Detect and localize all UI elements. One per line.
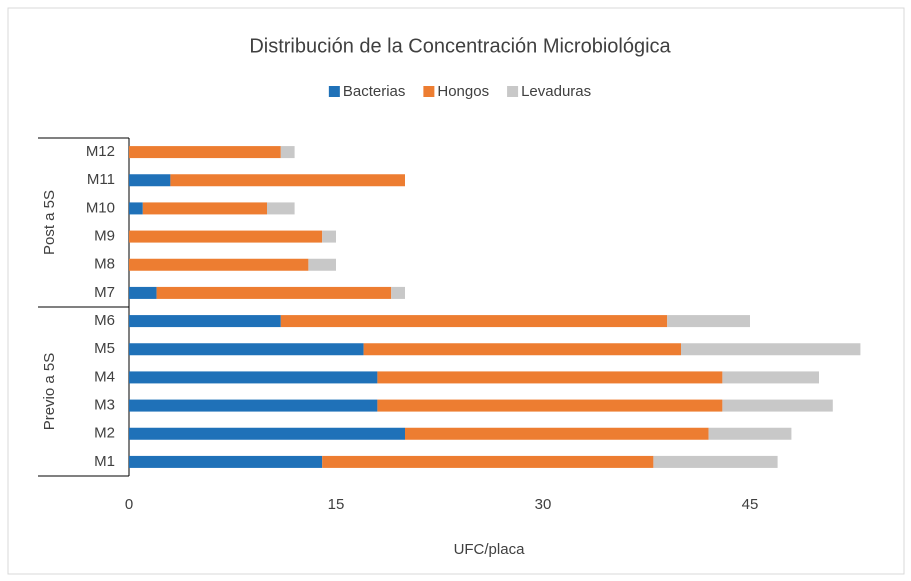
legend-swatch [507,86,519,97]
bar-segment [377,371,723,384]
bar-segment [156,286,392,299]
bar-segment [667,315,750,328]
bar-segment [322,455,654,468]
y-tick-label: M6 [94,312,115,329]
bar-segment [129,146,281,159]
bar-segment [280,146,295,159]
x-tick-label: 30 [535,496,552,513]
x-tick-label: 0 [125,496,133,513]
bar-segment [129,258,309,271]
y-tick-label: M8 [94,256,115,273]
group-label: Previo a 5S [41,353,58,431]
y-tick-label: M12 [86,143,115,160]
bar-segment [681,343,861,356]
legend-label: Hongos [437,83,489,100]
bar-segment [708,427,792,440]
bar-segment [377,399,723,412]
legend-label: Levaduras [521,83,591,100]
bar-segment [129,455,323,468]
x-axis-title: UFC/placa [454,541,526,558]
y-tick-label: M9 [94,228,115,245]
y-tick-label: M1 [94,453,115,470]
legend-swatch [328,86,340,97]
bar-segment [722,371,819,384]
y-tick-label: M7 [94,284,115,301]
bar-segment [170,174,405,187]
bar-segment [129,230,323,243]
bar-segment [129,343,364,356]
y-tick-label: M10 [86,199,115,216]
bar-segment [722,399,833,412]
y-tick-label: M11 [87,171,115,188]
bar-segment [322,230,336,243]
legend-swatch [423,86,435,97]
bar-segment [142,202,267,215]
bar-segment [129,427,405,440]
bar-segment [280,315,668,328]
chart-title: Distribución de la Concentración Microbi… [249,35,671,57]
bar-segment [129,371,378,384]
group-label: Post a 5S [41,190,58,255]
bar-segment [653,455,778,468]
bar-segment [267,202,295,215]
y-tick-label: M5 [94,340,115,357]
y-tick-label: M3 [94,397,115,414]
x-tick-label: 45 [742,496,759,513]
bar-segment [129,202,143,215]
y-tick-label: M4 [94,368,115,385]
bar-segment [129,399,378,412]
bar-segment [405,427,709,440]
bar-segment [129,315,281,328]
x-tick-label: 15 [328,496,345,513]
bar-segment [391,286,405,299]
bar-segment [308,258,336,271]
legend-label: Bacterias [343,83,406,100]
bar-segment [129,174,171,187]
bar-segment [129,286,157,299]
bar-segment [363,343,681,356]
y-tick-label: M2 [94,425,115,442]
